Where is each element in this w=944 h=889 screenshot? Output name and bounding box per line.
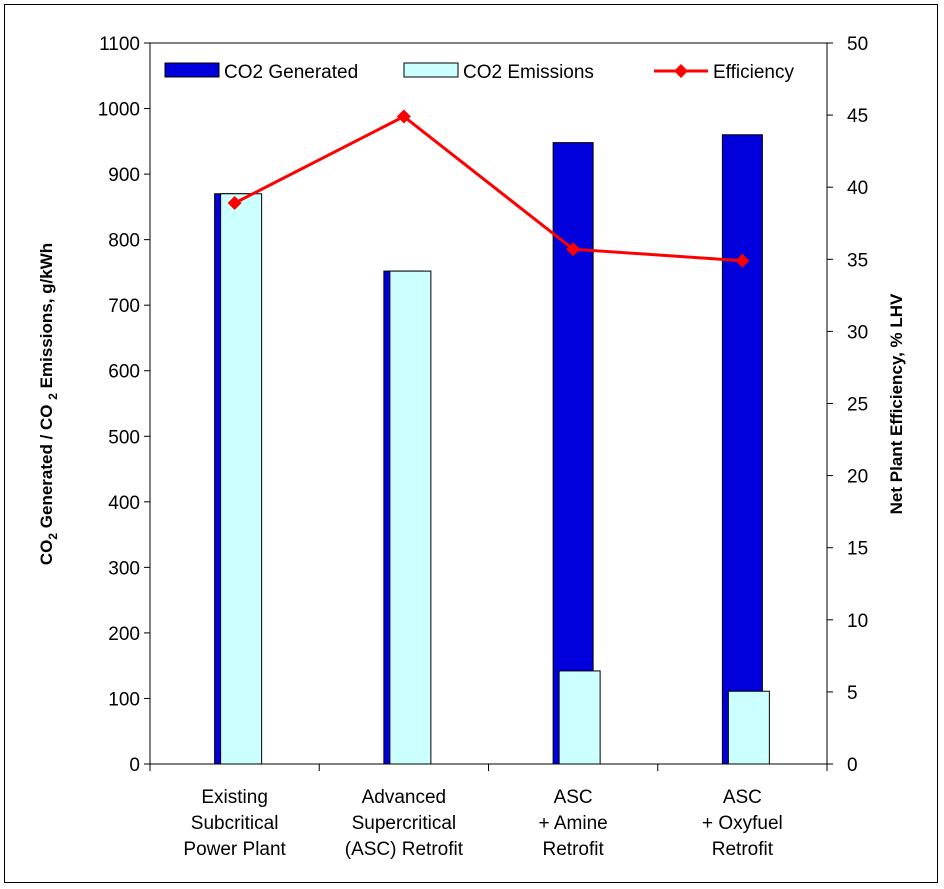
left-axis-tick-label: 100: [108, 689, 140, 710]
legend: CO2 Generated CO2 Emissions Efficiency: [164, 62, 794, 83]
legend-label-co2-generated: CO2 Generated: [224, 62, 358, 83]
left-axis-title-part: Generated / CO: [37, 400, 56, 533]
category-label: Advanced Supercritical (ASC) Retrofit: [345, 787, 464, 860]
bar-layer: [214, 134, 770, 765]
left-axis-tick-label: 700: [108, 296, 140, 317]
left-axis-tick-label: 1000: [98, 100, 140, 121]
legend-swatch-co2-generated: [164, 62, 220, 78]
efficiency-point: [227, 196, 242, 211]
bar-co2-emissions: [220, 193, 263, 765]
line-layer: [227, 109, 750, 268]
efficiency-point: [566, 242, 581, 257]
category-label-line: Existing: [201, 787, 268, 808]
left-axis-tick-label: 600: [108, 362, 140, 383]
right-axis-tick-label: 35: [847, 250, 868, 271]
right-axis-tick-label: 45: [847, 106, 868, 127]
right-axis-tick-label: 5: [847, 683, 858, 704]
category-label-line: Advanced: [362, 787, 447, 808]
category-label: ASC + Amine Retrofit: [539, 787, 608, 860]
left-axis-tick-label: 500: [108, 427, 140, 448]
right-axis-tick-label: 30: [847, 322, 868, 343]
left-axis-tick-label: 200: [108, 624, 140, 645]
efficiency-point: [396, 109, 411, 124]
legend-marker-efficiency: [674, 64, 688, 78]
right-axis-tick-label: 25: [847, 395, 868, 416]
efficiency-line: [233, 114, 743, 263]
legend-swatch-co2-emissions: [403, 62, 459, 78]
bar-co2-generated: [721, 134, 763, 765]
chart-frame: [4, 4, 938, 883]
left-axis-title-part: Emissions, g/kWh: [37, 243, 56, 393]
right-axis-tick-label: 15: [847, 539, 868, 560]
right-axis-tick-label: 40: [847, 178, 868, 199]
left-axis-tick-label: 900: [108, 165, 140, 186]
category-label-line: ASC: [723, 787, 762, 808]
category-label-line: Subcritical: [191, 813, 279, 834]
left-axis-title: CO2 Generated / CO 2 Emissions, g/kWh: [37, 243, 60, 565]
right-axis-tick-label: 20: [847, 467, 868, 488]
category-label-line: + Oxyfuel: [702, 813, 783, 834]
category-label-line: Supercritical: [352, 813, 457, 834]
bar-co2-emissions: [558, 670, 601, 765]
category-label-line: ASC: [554, 787, 593, 808]
axes: 0 100 200 300 400 500 600 700 800 900 1000 1100 0 5 10…: [98, 34, 868, 860]
right-axis-tick-label: 10: [847, 611, 868, 632]
category-label: ASC + Oxyfuel Retrofit: [702, 787, 783, 860]
legend-label-co2-emissions: CO2 Emissions: [463, 62, 594, 83]
bar-co2-emissions: [389, 270, 432, 765]
left-axis-title-subscript: 2: [46, 533, 60, 540]
category-label-line: Retrofit: [543, 839, 605, 860]
category-label-line: (ASC) Retrofit: [345, 839, 464, 860]
left-axis-title-part: CO: [37, 540, 56, 566]
category-label-line: Power Plant: [183, 839, 286, 860]
bar-co2-emissions: [727, 690, 770, 765]
category-label-line: Retrofit: [712, 839, 774, 860]
left-axis-tick-label: 400: [108, 493, 140, 514]
category-label: Existing Subcritical Power Plant: [183, 787, 286, 860]
right-axis-tick-label: 0: [847, 755, 858, 776]
left-axis-tick-label: 800: [108, 231, 140, 252]
left-axis-tick-label: 300: [108, 558, 140, 579]
left-axis-title-subscript: 2: [46, 393, 60, 400]
category-label-line: + Amine: [539, 813, 608, 834]
left-axis-tick-label: 0: [129, 755, 140, 776]
efficiency-point: [735, 253, 750, 268]
left-axis-tick-label: 1100: [99, 34, 140, 55]
right-axis-title: Net Plant Efficiency, % LHV: [887, 293, 906, 514]
legend-label-efficiency: Efficiency: [713, 62, 794, 83]
right-axis-tick-label: 50: [847, 34, 868, 55]
